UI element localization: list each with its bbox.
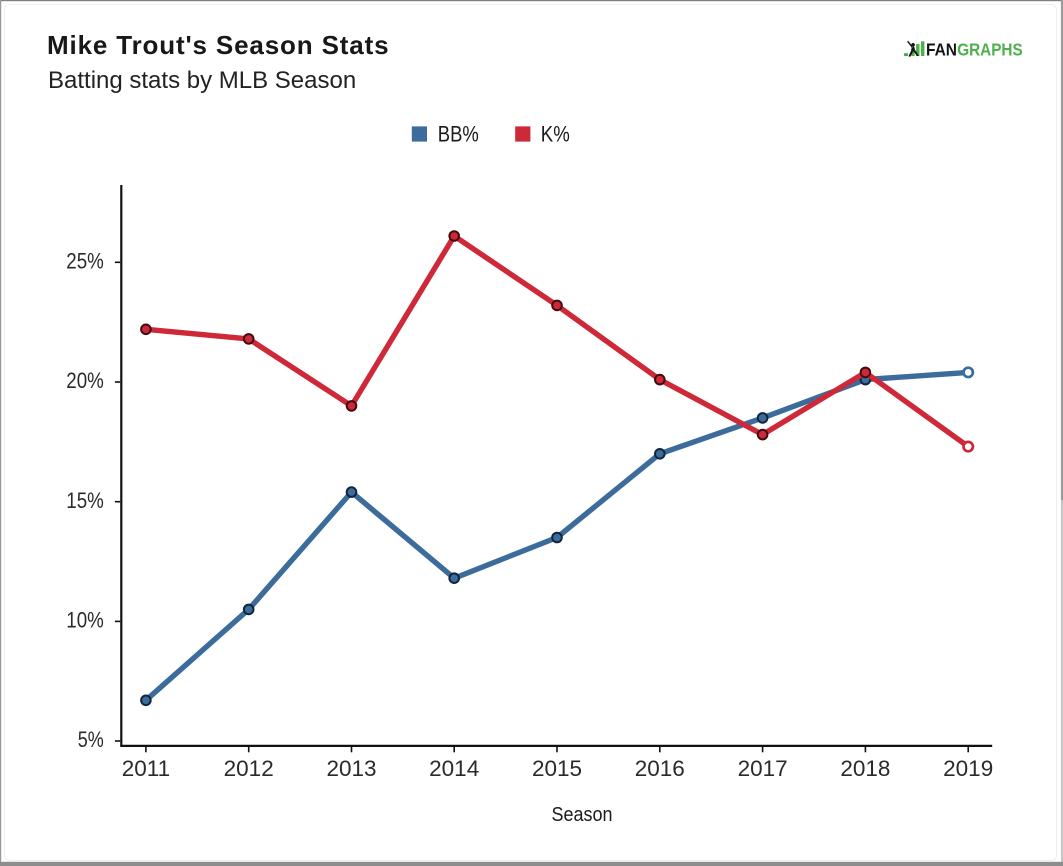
svg-text:BB%: BB%: [438, 122, 479, 147]
svg-text:2012: 2012: [224, 756, 274, 781]
svg-text:20%: 20%: [66, 368, 104, 393]
svg-text:FAN: FAN: [926, 39, 957, 59]
svg-text:K%: K%: [541, 122, 570, 147]
svg-text:2013: 2013: [326, 756, 376, 781]
svg-text:2019: 2019: [943, 756, 993, 781]
svg-text:Season: Season: [552, 803, 613, 826]
svg-text:10%: 10%: [66, 608, 104, 633]
svg-text:2011: 2011: [122, 756, 170, 781]
svg-text:2017: 2017: [738, 756, 788, 781]
svg-text:2018: 2018: [840, 756, 890, 781]
svg-text:25%: 25%: [66, 248, 104, 273]
svg-text:5%: 5%: [78, 727, 104, 752]
svg-text:2016: 2016: [635, 756, 685, 781]
svg-text:2014: 2014: [429, 756, 479, 781]
svg-text:15%: 15%: [66, 488, 104, 513]
svg-text:Batting stats by MLB Season: Batting stats by MLB Season: [48, 67, 356, 94]
svg-text:Mike Trout's Season Stats: Mike Trout's Season Stats: [47, 30, 389, 60]
svg-text:2015: 2015: [532, 756, 582, 781]
svg-text:GRAPHS: GRAPHS: [957, 39, 1023, 59]
